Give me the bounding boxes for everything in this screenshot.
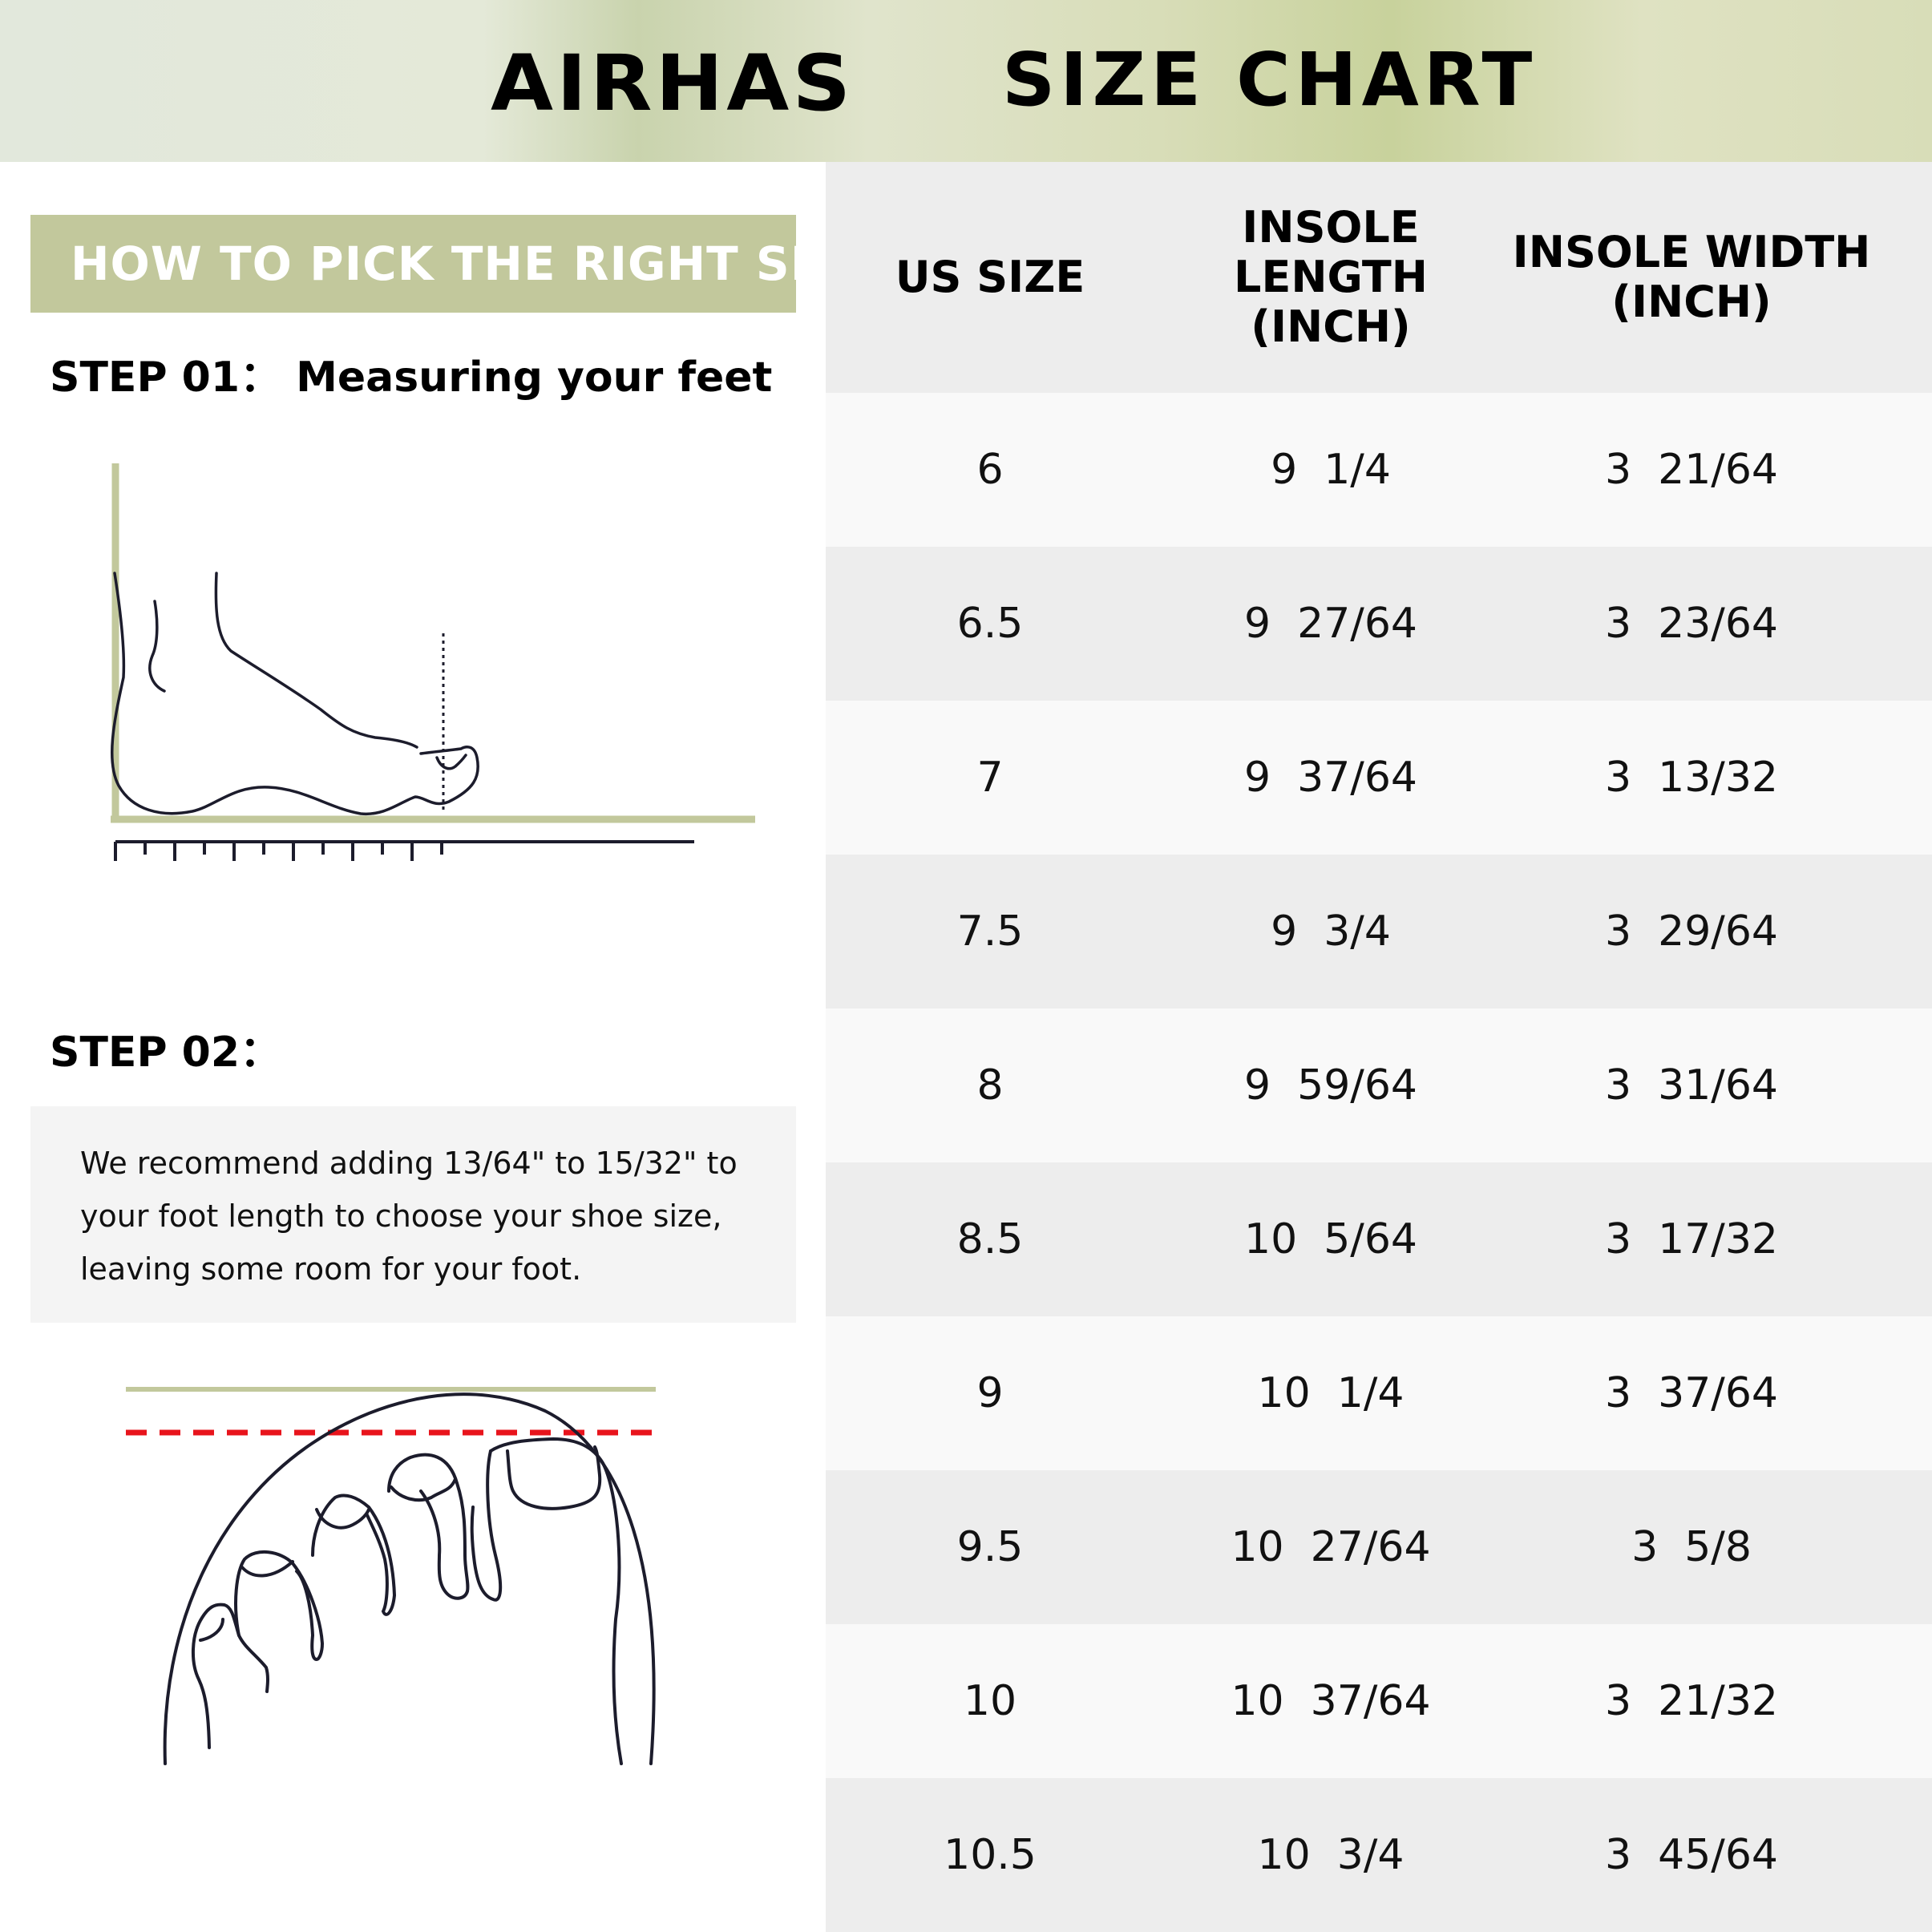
- tip-line: leaving some room for your foot.: [80, 1251, 582, 1287]
- cell-insole-length: 9 3/4: [1271, 907, 1391, 956]
- table-row: 9.5 10 27/64 3 5/8: [826, 1470, 1932, 1624]
- table-row: 10.5 10 3/4 3 45/64: [826, 1778, 1932, 1932]
- cell-insole-width: 3 21/32: [1605, 1677, 1778, 1725]
- cell-insole-length: 9 1/4: [1271, 446, 1391, 494]
- header-text: INSOLE WIDTH: [1512, 227, 1871, 277]
- cell-insole-width: 3 45/64: [1605, 1831, 1778, 1879]
- foot-side-measure-illustration: [111, 463, 755, 861]
- table-row: 7.5 9 3/4 3 29/64: [826, 855, 1932, 1008]
- header-banner: AIRHAS SIZE CHART: [0, 0, 1932, 162]
- sizing-guide-panel: [0, 162, 826, 1932]
- foot-top-icon: [163, 1392, 656, 1765]
- cell-insole-length: 10 37/64: [1231, 1677, 1431, 1725]
- cell-us-size: 10.5: [944, 1831, 1037, 1879]
- col-header-insole-length: INSOLE LENGTH (INCH): [1154, 162, 1507, 393]
- table-row: 8 9 59/64 3 31/64: [826, 1008, 1932, 1162]
- cell-us-size: 6: [976, 446, 1004, 494]
- header-text: US SIZE: [895, 252, 1085, 302]
- tip-line: your foot length to choose your shoe siz…: [80, 1198, 722, 1234]
- cell-us-size: 8.5: [956, 1215, 1024, 1263]
- header-text: INSOLE LENGTH: [1234, 202, 1428, 302]
- cell-us-size: 6.5: [956, 600, 1024, 648]
- cell-insole-width: 3 17/32: [1605, 1215, 1778, 1263]
- cell-insole-width: 3 23/64: [1605, 600, 1778, 648]
- col-header-insole-width: INSOLE WIDTH (INCH): [1507, 162, 1876, 393]
- ruler-icon: [114, 840, 694, 861]
- cell-us-size: 9: [976, 1369, 1004, 1417]
- table-row: 6 9 1/4 3 21/64: [826, 393, 1932, 547]
- cell-insole-width: 3 37/64: [1605, 1369, 1778, 1417]
- foot-icon: [111, 572, 479, 816]
- step-02-heading: STEP 02：: [50, 1029, 282, 1077]
- cell-insole-length: 10 1/4: [1257, 1369, 1405, 1417]
- cell-insole-length: 10 3/4: [1257, 1831, 1405, 1879]
- cell-insole-width: 3 29/64: [1605, 907, 1778, 956]
- table-row: 8.5 10 5/64 3 17/32: [826, 1162, 1932, 1316]
- page-title: SIZE CHART: [1002, 37, 1538, 123]
- header-unit: (INCH): [1611, 277, 1772, 327]
- table-row: 9 10 1/4 3 37/64: [826, 1316, 1932, 1470]
- toe-room-illustration: [126, 1387, 656, 1765]
- cell-insole-width: 3 13/32: [1605, 754, 1778, 802]
- col-header-us-size: US SIZE: [826, 162, 1154, 393]
- cell-insole-width: 3 21/64: [1605, 446, 1778, 494]
- table-row: 6.5 9 27/64 3 23/64: [826, 547, 1932, 701]
- cell-us-size: 10: [963, 1677, 1017, 1725]
- cell-insole-length: 9 59/64: [1244, 1061, 1417, 1109]
- cell-us-size: 8: [976, 1061, 1004, 1109]
- size-chart-table: US SIZE INSOLE LENGTH (INCH) INSOLE WIDT…: [826, 162, 1932, 1932]
- cell-us-size: 7: [976, 754, 1004, 802]
- fit-tip-box: We recommend adding 13/64" to 15/32" to …: [30, 1106, 796, 1323]
- cell-insole-width: 3 31/64: [1605, 1061, 1778, 1109]
- tip-line: We recommend adding 13/64" to 15/32" to: [80, 1146, 738, 1181]
- cell-insole-length: 9 37/64: [1244, 754, 1417, 802]
- table-row: 10 10 37/64 3 21/32: [826, 1624, 1932, 1778]
- step-01-heading: STEP 01： Measuring your feet: [50, 354, 773, 402]
- header-unit: (INCH): [1251, 301, 1411, 352]
- cell-us-size: 9.5: [956, 1523, 1024, 1571]
- cell-us-size: 7.5: [956, 907, 1024, 956]
- cell-insole-length: 10 27/64: [1231, 1523, 1431, 1571]
- table-row: 7 9 37/64 3 13/32: [826, 701, 1932, 855]
- guide-banner: HOW TO PICK THE RIGHT SIZE?: [30, 215, 903, 313]
- brand-logo: AIRHAS: [491, 38, 855, 128]
- table-header: US SIZE INSOLE LENGTH (INCH) INSOLE WIDT…: [826, 162, 1932, 393]
- cell-insole-width: 3 5/8: [1631, 1523, 1752, 1571]
- cell-insole-length: 10 5/64: [1244, 1215, 1417, 1263]
- cell-insole-length: 9 27/64: [1244, 600, 1417, 648]
